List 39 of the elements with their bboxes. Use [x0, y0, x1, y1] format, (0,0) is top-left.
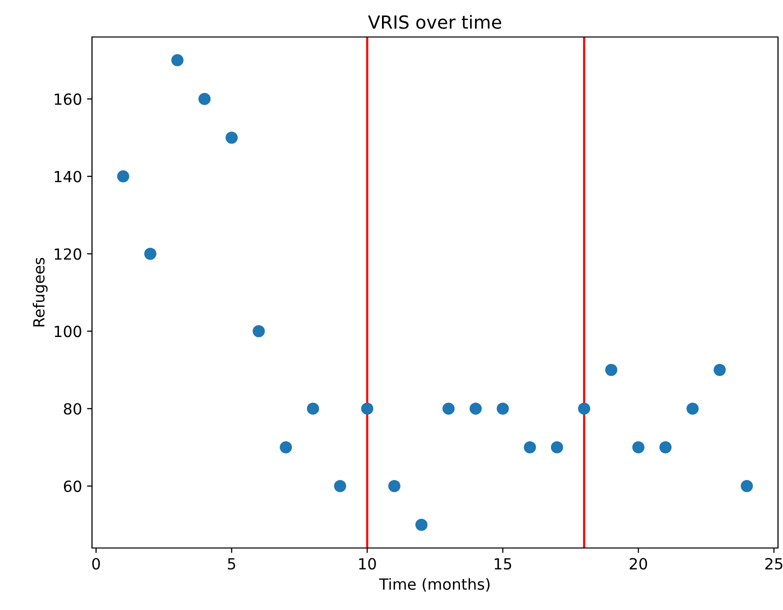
point: [714, 364, 726, 376]
point: [361, 402, 374, 415]
point: [496, 402, 509, 415]
point: [144, 248, 156, 260]
chart-title: VRIS over time: [368, 14, 502, 29]
point: [550, 441, 564, 454]
point: [470, 402, 482, 415]
y-tick-label: 120: [54, 248, 82, 260]
point: [578, 402, 590, 415]
point: [388, 480, 400, 492]
point: [171, 54, 184, 66]
x-tick-label: 0: [92, 558, 100, 570]
point: [117, 170, 130, 182]
x-tick-label: 15: [494, 558, 512, 570]
y-axis-title: Refugees: [32, 258, 48, 326]
point: [226, 132, 238, 144]
x-axis-title: Time (months): [379, 578, 490, 592]
y-tick-label: 140: [54, 170, 82, 182]
point: [334, 480, 346, 492]
point: [306, 402, 320, 415]
point: [280, 441, 292, 454]
y-tick-label: 160: [54, 93, 82, 105]
x-tick-label: 5: [228, 558, 236, 570]
y-tick-label: 100: [54, 326, 82, 338]
x-tick-label: 25: [765, 558, 782, 570]
point: [415, 518, 428, 531]
y-tick-label: 80: [64, 403, 82, 415]
y-tick-label: 60: [64, 480, 82, 492]
point: [740, 480, 753, 492]
point: [659, 441, 672, 454]
point: [252, 325, 265, 338]
point: [686, 402, 699, 415]
point: [198, 92, 211, 106]
x-tick-label: 10: [359, 558, 376, 570]
point: [632, 441, 644, 454]
point: [524, 441, 536, 454]
x-tick-label: 20: [630, 558, 648, 570]
point: [605, 364, 618, 376]
point: [442, 402, 455, 415]
